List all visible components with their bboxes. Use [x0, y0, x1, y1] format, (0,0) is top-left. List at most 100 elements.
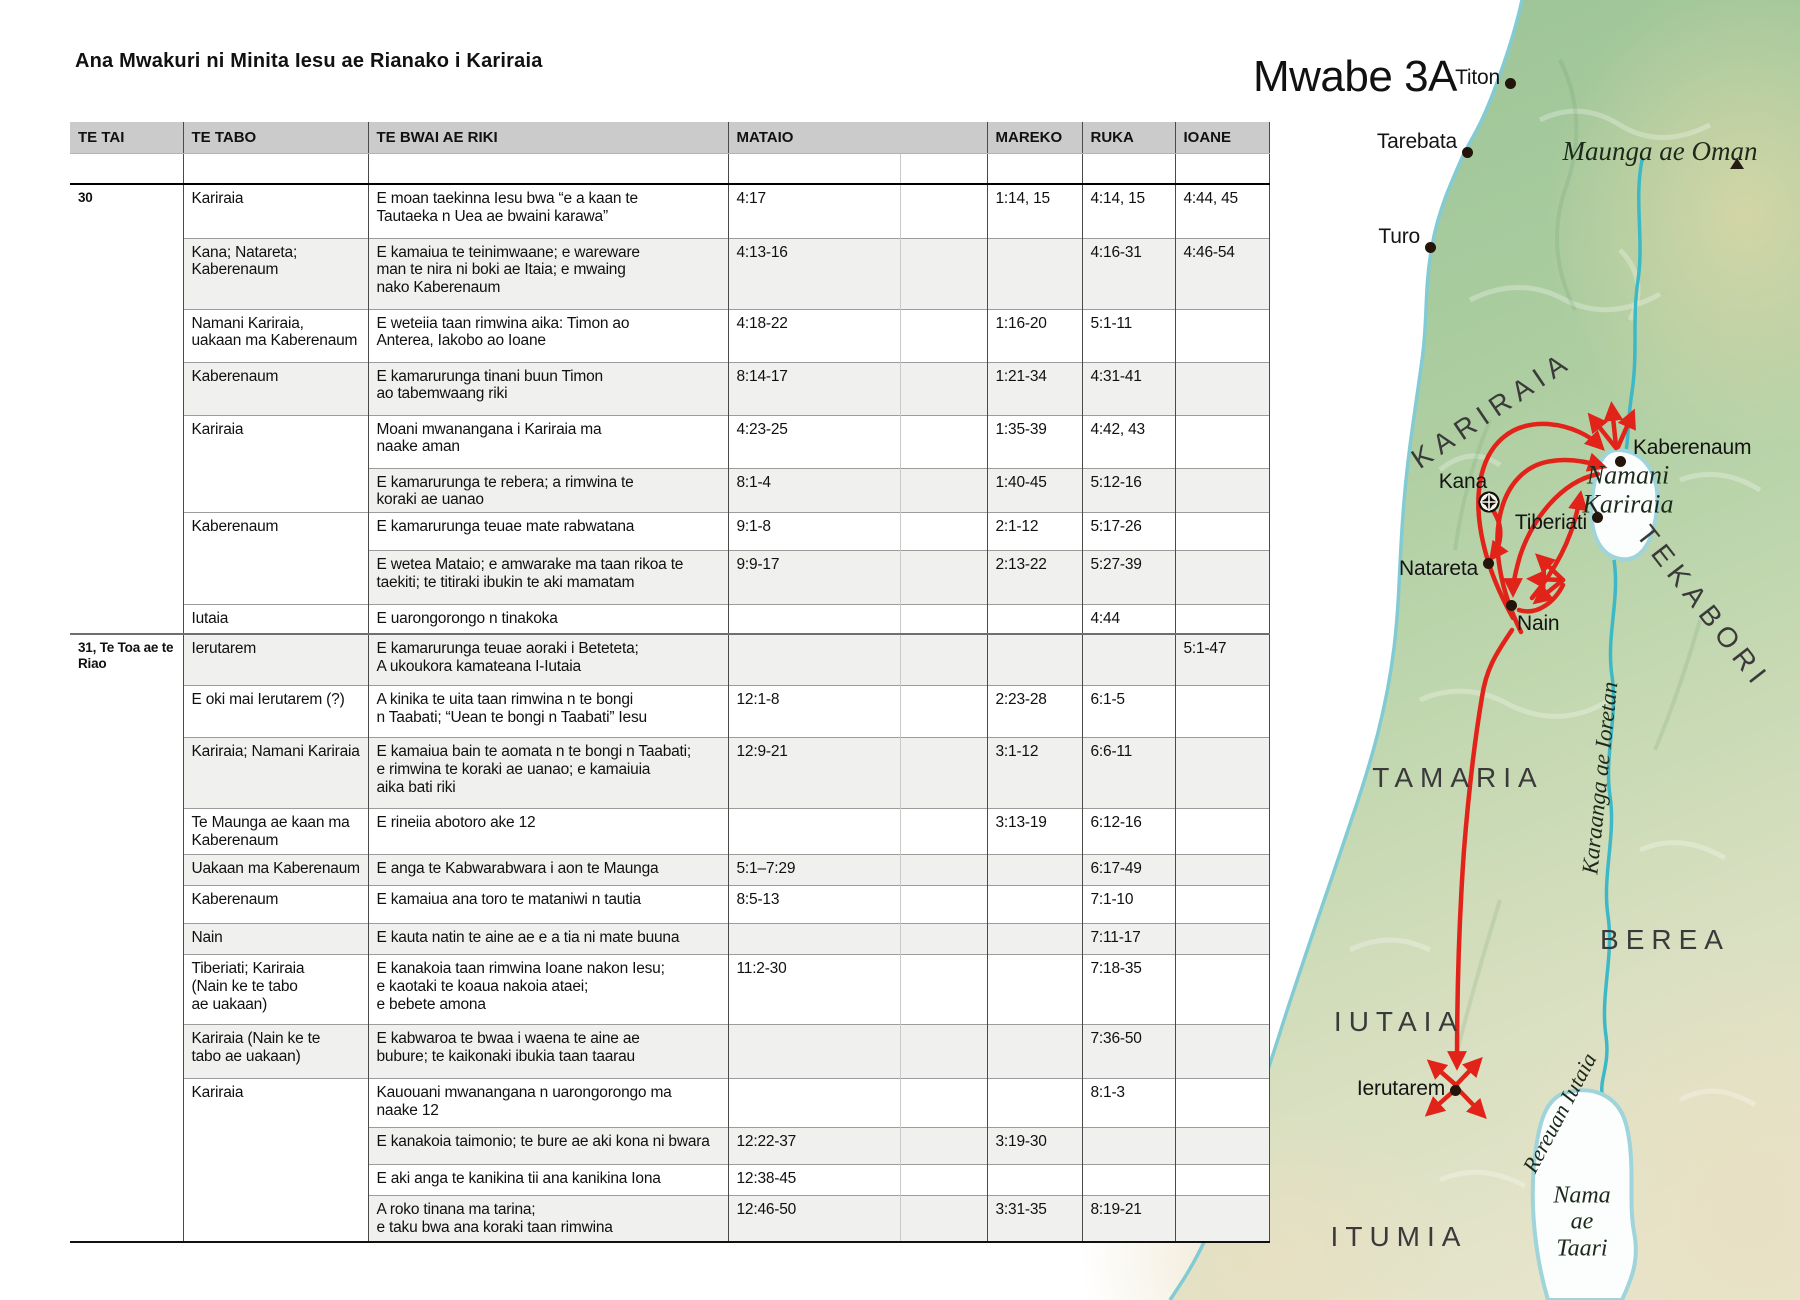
time-cell: 30 — [70, 183, 183, 634]
ioane-cell — [1174, 604, 1270, 634]
ruka-cell: 4:14, 15 — [1081, 183, 1175, 238]
ruka-cell: 5:12-16 — [1081, 467, 1175, 513]
event-cell: E kamaiua bain te aomata n te bongi n Ta… — [367, 737, 728, 809]
mataio-cell: 8:14-17 — [727, 361, 900, 415]
place-cell: Iutaia — [182, 604, 368, 634]
event-row: Kaberenaum E kamarurunga tinani buun Timo… — [70, 361, 1270, 415]
table-header-row: TE TAI TE TABO TE BWAI AE RIKI MATAIO MA… — [70, 122, 1270, 154]
event-cell: A roko tinana ma tarina; e taku bwa ana … — [367, 1195, 728, 1242]
mataio-sub-cell — [899, 550, 987, 605]
ruka-cell: 8:1-3 — [1081, 1078, 1175, 1128]
mataio-sub-cell — [899, 1078, 987, 1128]
place-cell: Tiberiati; Kariraia (Nain ke te tabo ae … — [182, 954, 368, 1025]
mareko-cell: 3:1-12 — [986, 737, 1082, 809]
mataio-cell: 4:17 — [727, 183, 900, 238]
mataio-cell: 8:5-13 — [727, 885, 900, 924]
place-cell: Kariraia; Namani Kariraia — [182, 737, 368, 809]
relief-texture — [1348, 108, 1762, 1189]
mareko-cell: 1:40-45 — [986, 467, 1082, 513]
ioane-cell — [1174, 1024, 1270, 1079]
event-row: Kariraia Kauouani mwanangana n uarongoron… — [70, 1078, 1270, 1242]
ioane-cell — [1174, 361, 1270, 415]
col-header-te-tabo: TE TABO — [182, 122, 368, 154]
mataio-sub-cell — [899, 604, 987, 634]
ioane-cell — [1174, 685, 1270, 738]
event-cell: E kamaiua te teinimwaane; e wareware man… — [367, 237, 728, 309]
event-row: Nain E kauta natin te aine ae e a tia ni … — [70, 923, 1270, 955]
mataio-cell: 4:23-25 — [727, 414, 900, 468]
event-row: A roko tinana ma tarina; e taku bwa ana … — [70, 1195, 1270, 1242]
place-cell: Kaberenaum — [182, 885, 368, 924]
mataio-sub-cell — [899, 808, 987, 855]
ruka-cell: 7:11-17 — [1081, 923, 1175, 955]
ruka-cell — [1081, 1127, 1175, 1165]
mareko-cell: 2:13-22 — [986, 550, 1082, 605]
mataio-sub-cell — [899, 954, 987, 1025]
ruka-cell: 6:12-16 — [1081, 808, 1175, 855]
mareko-cell: 1:21-34 — [986, 361, 1082, 415]
event-row: E kanakoia taimonio; te bure ae aki kona… — [70, 1127, 1270, 1165]
event-cell: A kinika te uita taan rimwina n te bongi… — [367, 685, 728, 738]
place-cell: Kariraia — [182, 414, 368, 513]
mataio-sub-cell — [899, 685, 987, 738]
mataio-cell: 4:13-16 — [727, 237, 900, 309]
event-cell: E kamarurunga te rebera; a rimwina te ko… — [367, 467, 728, 513]
mataio-sub-cell — [899, 1164, 987, 1196]
mataio-cell: 12:22-37 — [727, 1127, 900, 1165]
event-cell: E anga te Kabwarabwara i aon te Maunga — [367, 854, 728, 886]
mataio-sub-cell — [899, 854, 987, 886]
mataio-sub-cell — [899, 632, 987, 686]
mataio-cell — [727, 1024, 900, 1079]
event-row: Kana; Natareta; Kaberenaum E kamaiua te t… — [70, 237, 1270, 309]
event-cell: E kanakoia taimonio; te bure ae aki kona… — [367, 1127, 728, 1165]
mareko-cell — [986, 885, 1082, 924]
ioane-cell — [1174, 954, 1270, 1025]
ioane-cell — [1174, 885, 1270, 924]
place-cell: Uakaan ma Kaberenaum — [182, 854, 368, 886]
place-cell: Kariraia (Nain ke te tabo ae uakaan) — [182, 1024, 368, 1079]
mataio-cell: 12:9-21 — [727, 737, 900, 809]
ruka-cell: 5:27-39 — [1081, 550, 1175, 605]
mareko-cell: 3:19-30 — [986, 1127, 1082, 1165]
events-table: TE TAI TE TABO TE BWAI AE RIKI MATAIO MA… — [70, 122, 1270, 1243]
event-row: Kariraia; Namani Kariraia E kamaiua bain … — [70, 737, 1270, 809]
col-header-te-tai: TE TAI — [70, 122, 183, 154]
event-row: 31, Te Toa ae te Riao Ierutarem E kamaruru… — [70, 632, 1270, 1242]
place-cell: Ierutarem — [182, 632, 368, 686]
mataio-cell: 9:1-8 — [727, 512, 900, 551]
place-cell: Te Maunga ae kaan ma Kaberenaum — [182, 808, 368, 855]
header-spacer-row — [70, 153, 1270, 184]
ruka-cell: 4:31-41 — [1081, 361, 1175, 415]
place-cell: Kariraia — [182, 1078, 368, 1242]
event-row: Kariraia Moani mwanangana i Kariraia ma n… — [70, 414, 1270, 513]
mareko-cell — [986, 1078, 1082, 1128]
mareko-cell — [986, 854, 1082, 886]
ruka-cell — [1081, 1164, 1175, 1196]
event-row: Namani Kariraia, uakaan ma Kaberenaum E w… — [70, 308, 1270, 362]
ioane-cell — [1174, 1127, 1270, 1165]
mareko-cell: 1:14, 15 — [986, 183, 1082, 238]
col-header-te-bwai: TE BWAI AE RIKI — [367, 122, 728, 154]
mataio-cell: 9:9-17 — [727, 550, 900, 605]
mataio-sub-cell — [899, 885, 987, 924]
ruka-cell: 7:18-35 — [1081, 954, 1175, 1025]
event-cell: E wetea Mataio; e amwarake ma taan rikoa… — [367, 550, 728, 605]
col-header-ruka: RUKA — [1081, 122, 1175, 154]
col-header-mareko: MAREKO — [986, 122, 1082, 154]
event-cell: E kamarurunga tinani buun Timon ao tabem… — [367, 361, 728, 415]
mataio-cell — [727, 604, 900, 634]
mataio-cell — [727, 632, 900, 686]
ioane-cell — [1174, 737, 1270, 809]
event-row: Te Maunga ae kaan ma Kaberenaum E rineiia… — [70, 808, 1270, 855]
ruka-cell: 6:17-49 — [1081, 854, 1175, 886]
mareko-cell — [986, 604, 1082, 634]
mareko-cell: 2:1-12 — [986, 512, 1082, 551]
sea-of-galilee — [1589, 447, 1660, 562]
mataio-cell: 12:1-8 — [727, 685, 900, 738]
event-cell: Kauouani mwanangana n uarongorongo ma na… — [367, 1078, 728, 1128]
mareko-cell: 1:16-20 — [986, 308, 1082, 362]
journey-routes — [1424, 401, 1636, 1119]
ioane-cell — [1174, 923, 1270, 955]
mataio-sub-cell — [899, 467, 987, 513]
ruka-cell: 7:1-10 — [1081, 885, 1175, 924]
